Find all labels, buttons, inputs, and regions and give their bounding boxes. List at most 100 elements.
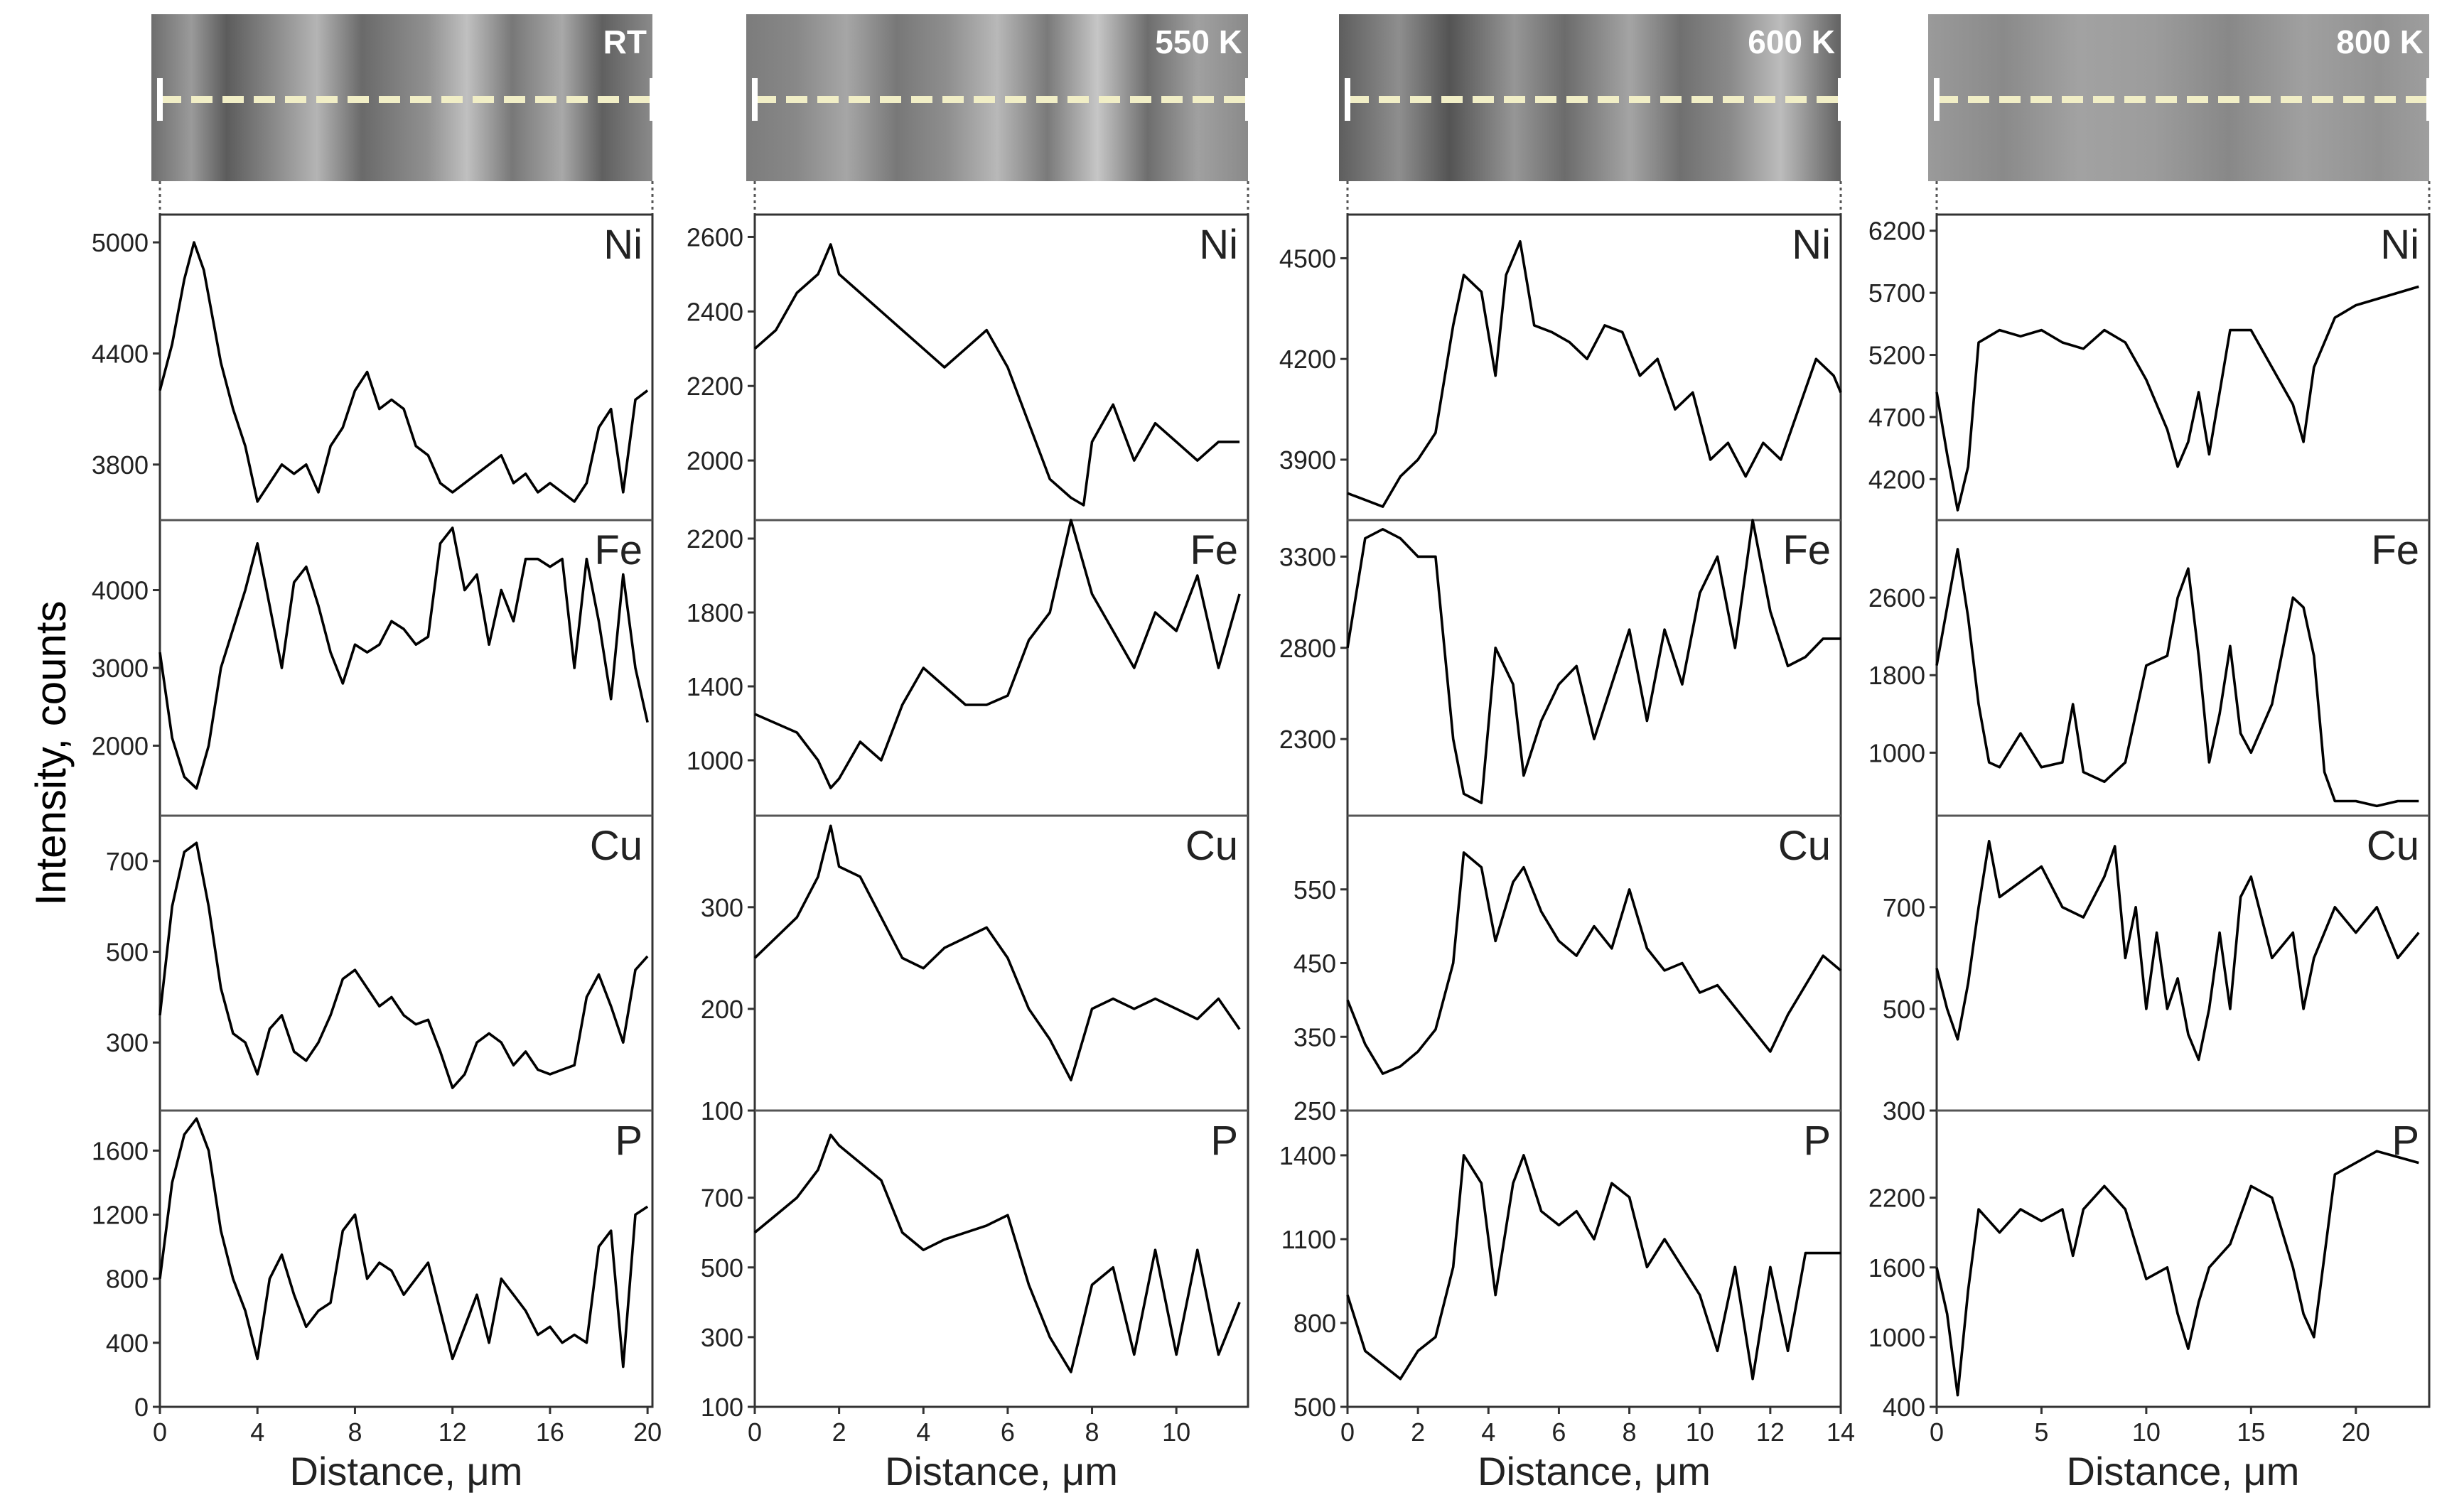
element-label-p: P <box>1803 1118 1831 1164</box>
series-line-ni <box>753 243 1240 507</box>
x-tick-label: 10 <box>1686 1418 1714 1447</box>
subplot-ni: 3900 4200 4500 Ni <box>1279 222 1842 508</box>
x-tick-label: 0 <box>1930 1418 1944 1447</box>
temperature-label: 550 K <box>1155 23 1242 60</box>
subplot-cu: 100 200 300 Cu <box>701 814 1248 1125</box>
y-tick-label: 4400 <box>92 339 149 368</box>
y-tick-label: 2000 <box>687 446 743 475</box>
y-tick-label: 300 <box>1883 1096 1925 1125</box>
y-tick-label: 5000 <box>92 228 149 257</box>
x-tick-label: 10 <box>2132 1418 2161 1447</box>
plot-frame <box>753 213 1249 1408</box>
x-tick-label: 20 <box>2342 1418 2370 1447</box>
x-tick-label: 8 <box>1085 1418 1099 1447</box>
y-tick-label: 2200 <box>687 372 743 401</box>
series-line-ni <box>1935 285 2419 512</box>
y-tick-label: 500 <box>1883 995 1925 1024</box>
y-tick-label: 2300 <box>1279 725 1336 754</box>
element-label-cu: Cu <box>1185 823 1238 869</box>
y-tick-label: 450 <box>1293 949 1336 978</box>
y-tick-label: 800 <box>1293 1309 1336 1338</box>
y-tick-label: 350 <box>1293 1022 1336 1052</box>
y-axis-label: Intensity, counts <box>27 600 75 905</box>
y-tick-label: 2200 <box>1868 1184 1925 1213</box>
y-tick-label: 1600 <box>1868 1253 1925 1282</box>
element-label-p: P <box>615 1118 642 1164</box>
x-axis-label: Distance, μm <box>1478 1449 1711 1494</box>
y-tick-label: 4200 <box>1279 345 1336 374</box>
y-tick-label: 1000 <box>1868 1323 1925 1352</box>
y-tick-label: 800 <box>106 1265 149 1294</box>
series-line-fe <box>158 526 649 790</box>
y-tick-label: 700 <box>106 847 149 876</box>
x-tick-label: 0 <box>153 1418 167 1447</box>
y-tick-label: 1800 <box>1868 661 1925 690</box>
y-tick-label: 5200 <box>1868 341 1925 370</box>
y-tick-label: 300 <box>701 893 743 922</box>
y-tick-label: 400 <box>1883 1393 1925 1422</box>
subplot-fe: 2300 2800 3300 Fe <box>1279 519 1841 804</box>
y-tick-label: 2400 <box>687 297 743 326</box>
y-tick-label: 300 <box>701 1323 743 1352</box>
series-line-ni <box>158 241 649 503</box>
subplot-cu: 300 500 700 Cu <box>106 814 652 1089</box>
y-tick-label: 3900 <box>1279 446 1336 475</box>
x-tick-label: 8 <box>1623 1418 1637 1447</box>
x-axis-label: Distance, μm <box>2067 1449 2300 1494</box>
element-label-fe: Fe <box>594 527 642 573</box>
y-tick-label: 0 <box>134 1393 149 1422</box>
y-tick-label: 1100 <box>1281 1225 1336 1254</box>
plot-frame <box>158 213 654 1408</box>
y-tick-label: 4700 <box>1868 403 1925 432</box>
x-axis-label: Distance, μm <box>885 1449 1118 1494</box>
y-tick-label: 2000 <box>92 731 149 760</box>
y-tick-label: 500 <box>1293 1393 1336 1422</box>
y-tick-label: 1400 <box>687 672 743 701</box>
series-line-p <box>1346 1154 1841 1381</box>
subplot-fe: 2000 3000 4000 Fe <box>92 519 652 790</box>
x-tick-label: 16 <box>536 1418 564 1447</box>
y-tick-label: 3000 <box>92 654 149 683</box>
temperature-label: 800 K <box>2336 23 2424 60</box>
y-tick-label: 1400 <box>1279 1141 1336 1170</box>
x-axis-label: Distance, μm <box>290 1449 523 1494</box>
y-tick-label: 100 <box>701 1393 743 1422</box>
series-line-fe <box>1346 519 1841 804</box>
y-tick-label: 300 <box>106 1028 149 1057</box>
x-tick-label: 4 <box>1481 1418 1495 1447</box>
series-line-cu <box>158 841 649 1089</box>
subplot-p: 100 300 500 700 P <box>701 1109 1248 1422</box>
series-line-p <box>1935 1150 2419 1397</box>
x-tick-label: 5 <box>2034 1418 2048 1447</box>
y-tick-label: 4500 <box>1279 244 1336 273</box>
y-tick-label: 1800 <box>687 598 743 627</box>
x-tick-label: 12 <box>1756 1418 1785 1447</box>
y-tick-label: 3800 <box>92 450 149 480</box>
subplot-p: 500 800 1100 1400 P <box>1279 1109 1841 1422</box>
y-tick-label: 1000 <box>687 746 743 775</box>
y-tick-label: 550 <box>1293 875 1336 904</box>
series-line-p <box>158 1117 649 1368</box>
series-line-cu <box>1346 851 1842 1075</box>
element-label-fe: Fe <box>1782 527 1831 573</box>
element-label-ni: Ni <box>2380 222 2419 268</box>
x-tick-label: 8 <box>348 1418 362 1447</box>
y-tick-label: 4200 <box>1868 465 1925 494</box>
x-tick-label: 4 <box>916 1418 930 1447</box>
y-tick-label: 2200 <box>687 524 743 554</box>
x-tick-label: 10 <box>1162 1418 1190 1447</box>
y-tick-label: 2800 <box>1279 634 1336 663</box>
x-tick-label: 2 <box>832 1418 846 1447</box>
y-tick-label: 200 <box>701 995 743 1024</box>
y-tick-label: 6200 <box>1868 217 1925 246</box>
element-label-p: P <box>1210 1118 1238 1164</box>
subplot-ni: 3800 4400 5000 Ni <box>92 222 649 503</box>
temperature-label: 600 K <box>1748 23 1835 60</box>
subplot-fe: 1000 1400 1800 2200 Fe <box>687 519 1248 789</box>
series-line-cu <box>753 824 1241 1081</box>
subplot-p: 0 400 800 1200 1600 P <box>92 1109 652 1422</box>
